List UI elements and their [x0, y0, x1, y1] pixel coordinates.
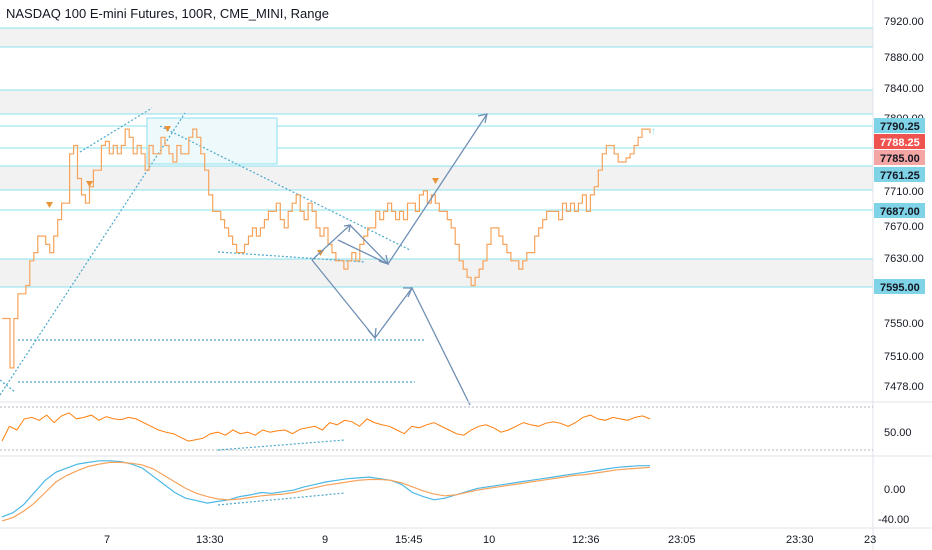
- zone-band: [0, 90, 873, 114]
- x-tick-label: 9: [322, 534, 328, 546]
- y-tick-label: 7630.00: [884, 253, 924, 265]
- trendline: [0, 112, 186, 396]
- price-badge: [874, 150, 925, 165]
- rsi-tick-label: 50.00: [884, 427, 912, 439]
- time-axis: 7 13:30 9 15:45 10 12:36 23:05 23:30 23: [104, 534, 876, 546]
- y-tick-label: 7478.00: [884, 381, 924, 393]
- y-tick-label: 7510.00: [884, 351, 924, 363]
- y-tick-label: 7670.00: [884, 221, 924, 233]
- price-series-line: [2, 128, 651, 369]
- price-axis: 7920.00 7880.00 7840.00 7800.00 7710.00 …: [884, 16, 924, 393]
- trendline: [217, 492, 346, 506]
- macd-line: [1, 460, 650, 518]
- trendline: [217, 251, 366, 263]
- macd-tick-label: -40.00: [878, 514, 909, 526]
- trendline: [217, 439, 346, 451]
- price-badge: [874, 167, 925, 182]
- down-triangle-marker: [86, 181, 93, 187]
- y-tick-label: 7880.00: [884, 52, 924, 64]
- signal-line: [1, 461, 651, 522]
- y-tick-label: 7840.00: [884, 83, 924, 95]
- price-badge-label: 7790.25: [880, 121, 920, 133]
- price-badge: [874, 134, 925, 149]
- down-triangle-marker: [432, 178, 439, 184]
- trendline: [159, 125, 411, 251]
- x-tick-label: 12:36: [572, 534, 600, 546]
- level-lines: [0, 27, 873, 288]
- zone-band: [0, 259, 873, 287]
- down-triangle-marker: [46, 202, 53, 208]
- projection-arrows: [311, 113, 488, 406]
- price-badge-label: 7788.25: [880, 137, 920, 149]
- x-tick-label: 7: [104, 534, 110, 546]
- macd-tick-label: 0.00: [884, 484, 905, 496]
- price-badge-label: 7687.00: [880, 206, 920, 218]
- arrowhead: [343, 224, 351, 233]
- projection-path: [337, 239, 389, 265]
- x-tick-label: 23:30: [786, 534, 814, 546]
- x-tick-label: 23: [864, 534, 876, 546]
- projection-path: [311, 113, 488, 266]
- arrowhead: [477, 113, 488, 124]
- y-tick-label: 7550.00: [884, 318, 924, 330]
- y-tick-label: 7920.00: [884, 16, 924, 28]
- price-badge-label: 7761.25: [880, 170, 920, 182]
- zones: [0, 28, 873, 287]
- y-tick-label: 7710.00: [884, 186, 924, 198]
- cursor-mark: ↑: [651, 126, 656, 137]
- dotted-trendlines: [0, 107, 425, 506]
- price-badges: 7790.25 7788.25 7785.00 7761.25 7687.00 …: [874, 118, 925, 294]
- arrowhead: [367, 327, 377, 340]
- x-tick-label: 15:45: [395, 534, 423, 546]
- x-tick-label: 10: [483, 534, 495, 546]
- trendline: [0, 379, 16, 393]
- zone-band: [0, 28, 873, 47]
- rsi-line: [1, 412, 651, 442]
- price-badge: [874, 279, 925, 294]
- price-badge: [874, 203, 925, 218]
- price-badge-label: 7595.00: [880, 282, 920, 294]
- price-badge: [874, 118, 925, 133]
- x-tick-label: 13:30: [196, 534, 224, 546]
- arrowhead: [378, 254, 389, 265]
- projection-path: [411, 287, 471, 406]
- price-badge-label: 7785.00: [880, 153, 920, 165]
- arrowhead: [403, 287, 414, 298]
- x-tick-label: 23:05: [668, 534, 696, 546]
- chart-title: NASDAQ 100 E-mini Futures, 100R, CME_MIN…: [6, 6, 329, 21]
- highlight-box: [146, 117, 278, 165]
- down-triangle-marker: [164, 126, 171, 132]
